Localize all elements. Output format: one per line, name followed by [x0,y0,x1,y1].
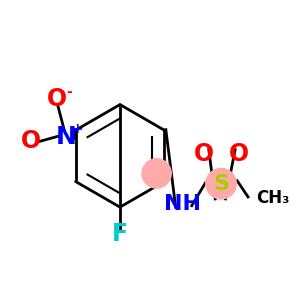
Text: F: F [112,221,128,245]
Text: S: S [213,174,229,194]
Text: O: O [47,87,67,111]
Text: -: - [66,85,72,99]
Text: O: O [194,142,214,167]
Circle shape [142,159,171,188]
Text: NH: NH [164,194,202,214]
Text: CH₃: CH₃ [256,189,290,207]
Text: O: O [229,142,249,167]
Text: O: O [21,129,41,153]
Circle shape [206,169,236,199]
Text: N: N [55,125,76,149]
Text: +: + [72,122,83,136]
